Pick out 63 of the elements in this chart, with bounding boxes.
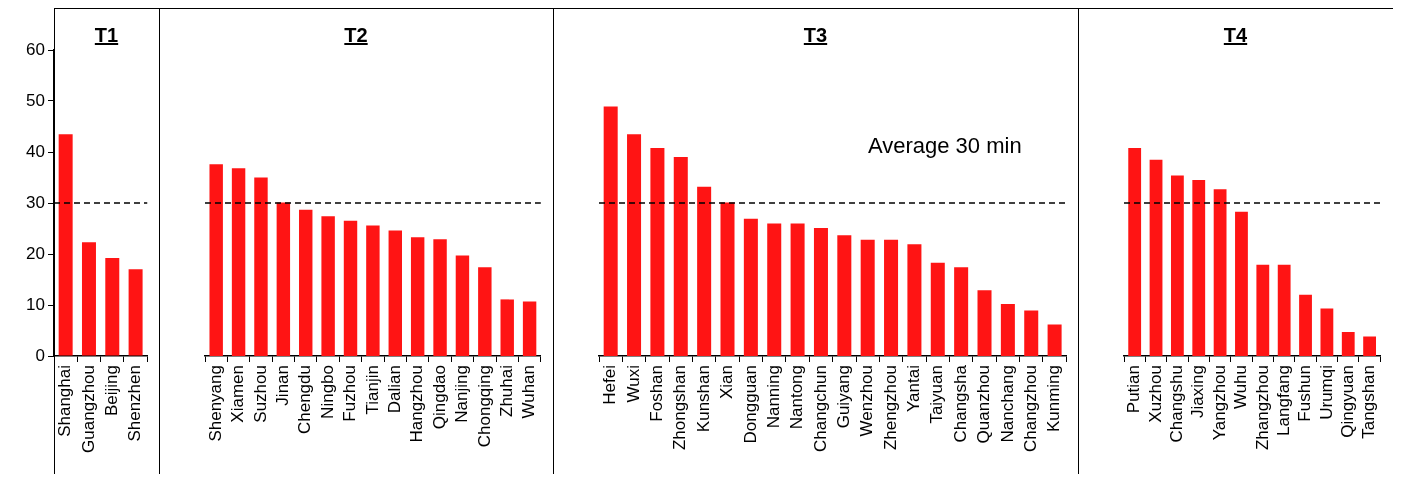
x-tick-label: Zhuhai [496,365,516,417]
x-tick-label: Yantai [904,365,924,412]
x-tick-label: Xuzhou [1145,365,1165,423]
x-tick-label: Urumqi [1316,365,1336,420]
x-tick-label: Shenyang [205,365,225,442]
y-tick-label: 30 [26,192,45,212]
x-tick-label: Nanjing [452,365,472,423]
x-tick-label: Fushun [1295,365,1315,422]
chart-title: T2 [343,24,369,47]
x-tick-label: Xiamen [228,365,248,423]
x-tick-label: Wuxi [623,365,643,403]
x-tick-label: Wuhu [1231,365,1251,410]
x-tick-label: Kunming [1044,365,1064,433]
x-tick-label: Putian [1124,365,1144,414]
x-tick-label: Kunshan [693,365,713,433]
x-tick-label: Qingdao [429,365,449,430]
x-tick-label: Chengdu [295,365,315,435]
x-tick-label: Hefei [600,365,620,405]
chart-title: T3 [802,24,829,47]
x-tick-label: Zhengzhou [880,365,900,451]
x-tick-label: Tangshan [1359,365,1379,439]
x-tick-label: Foshan [647,365,667,422]
x-tick-label: Nanning [763,365,783,429]
y-tick-label: 0 [35,345,45,365]
x-tick-label: Wenzhou [857,365,877,437]
x-tick-label: Jiaxing [1188,365,1208,418]
x-tick-label: Changshu [1167,365,1187,443]
x-tick-label: Tianjin [362,365,382,415]
x-tick-label: Quanzhou [974,365,994,444]
y-tick-label: 10 [26,294,45,314]
x-tick-label: Zhongshan [670,365,690,451]
x-tick-label: Shenzhen [125,365,145,442]
y-tick-label: 60 [26,39,45,59]
x-tick-label: Wuhan [519,365,539,419]
x-tick-label: Xian [717,365,737,400]
chart-title: T4 [1222,24,1249,47]
x-tick-label: Changsha [950,364,970,443]
x-tick-label: Fuzhou [340,365,360,422]
y-tick-label: 50 [26,90,45,110]
x-tick-label: Dalian [384,365,404,414]
x-tick-label: Qingyuan [1337,365,1357,438]
ref-line-label: Average 30 min [867,133,1022,159]
x-tick-label: Jinan [273,365,293,406]
x-tick-label: Guangzhou [78,365,98,453]
x-tick-label: Shanghai [55,365,75,437]
x-tick-label: Beijing [101,365,121,417]
x-tick-label: Guiyang [834,365,854,429]
x-tick-label: Chongqing [474,365,494,448]
x-tick-label: Ningbo [317,365,337,419]
x-tick-label: Dongguan [740,365,760,444]
x-tick-label: Yangzhou [1209,365,1229,441]
x-tick-label: Hangzhou [407,365,427,443]
x-tick-label: Zhangzhou [1252,365,1272,451]
x-tick-label: Changchun [810,365,830,452]
x-tick-label: Langfang [1273,365,1293,436]
x-tick-label: Taiyuan [927,365,947,424]
x-tick-label: Nanchang [997,365,1017,443]
chart-title: T1 [93,24,120,47]
y-tick-label: 40 [26,141,45,161]
x-tick-label: Changzhou [1020,365,1040,452]
y-tick-label: 20 [26,243,45,263]
x-tick-label: Suzhou [250,365,270,423]
x-tick-label: Nantong [787,365,807,430]
